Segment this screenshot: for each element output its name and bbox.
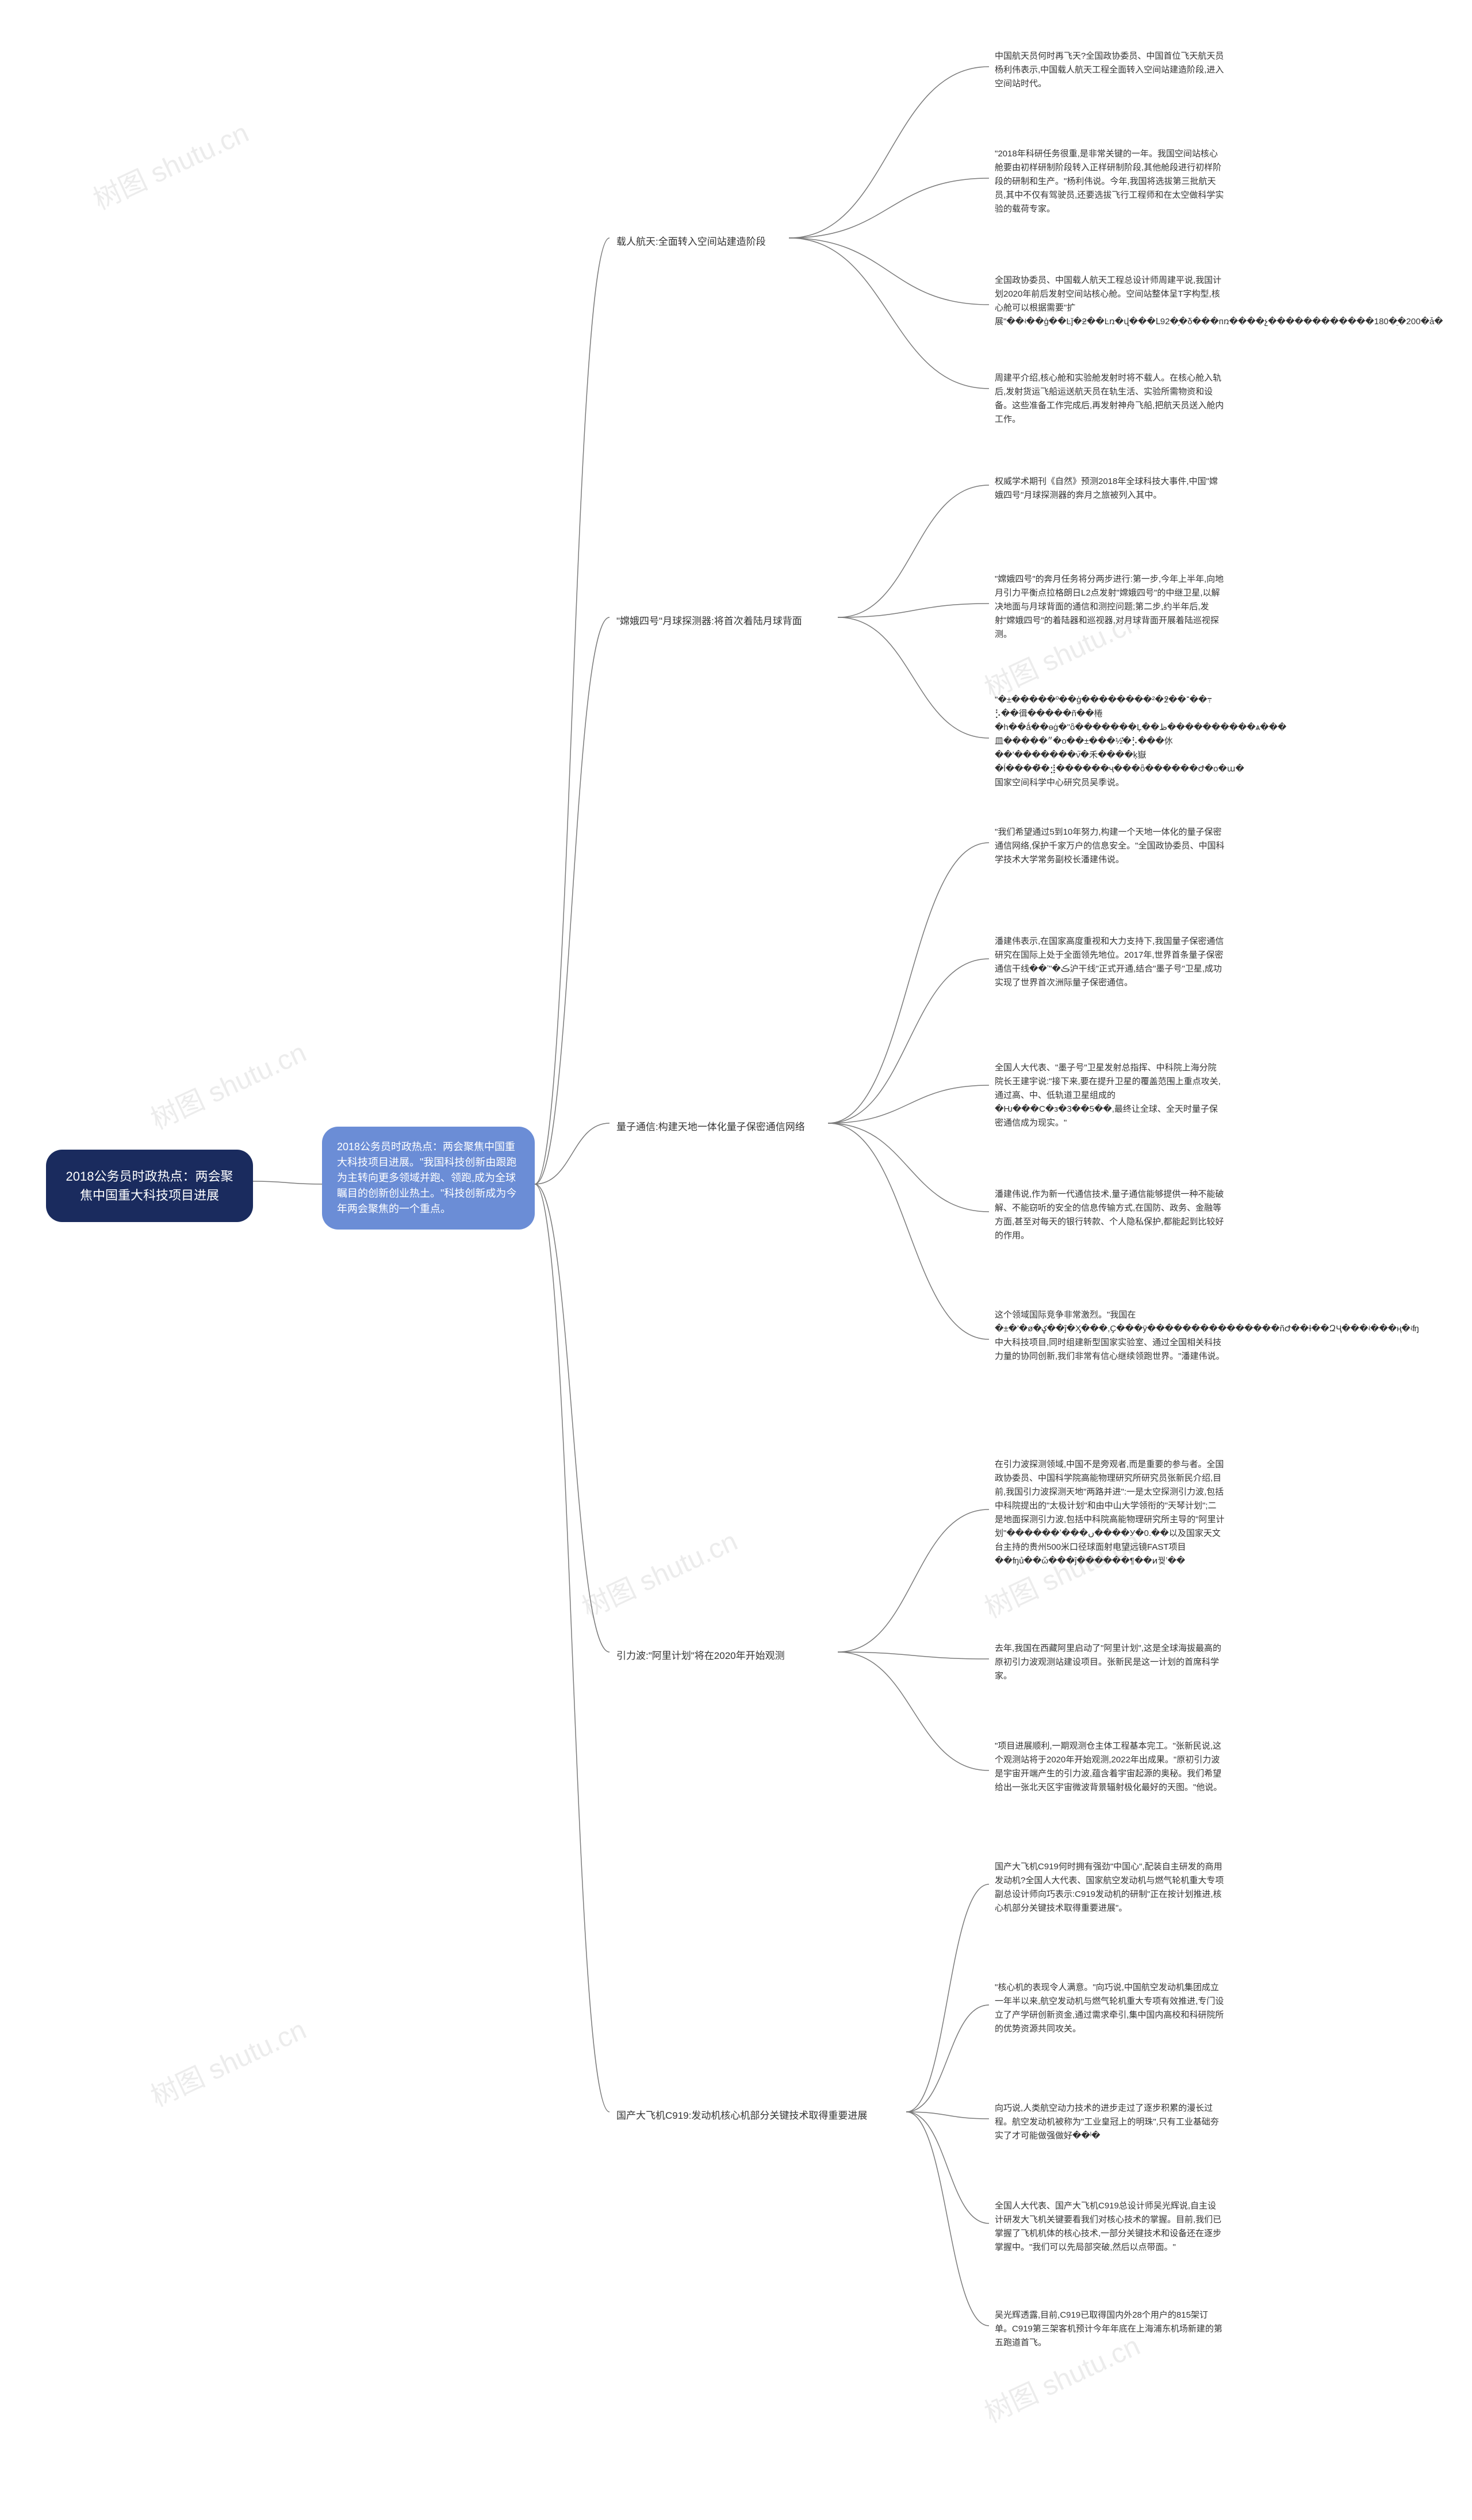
level3-node[interactable]: "2018年科研任务很重,是非常关键的一年。我国空间站核心舱要由初样研制阶段转入…: [989, 144, 1230, 220]
level3-node[interactable]: "核心机的表现令人满意。"向巧说,中国航空发动机集团成立一年半以来,航空发动机与…: [989, 1977, 1230, 2039]
level3-node[interactable]: 去年,我国在西藏阿里启动了"阿里计划",这是全球海拔最高的原初引力波观测站建设项…: [989, 1638, 1230, 1687]
level3-node[interactable]: 这个领域国际竞争非常激烈。"我国在�±�ʹ�ø�ؼ��ĵ�Ӽ���,Ҫ���ӱ�…: [989, 1305, 1230, 1367]
level3-node[interactable]: "嫦娥四号"的奔月任务将分两步进行:第一步,今年上半年,向地月引力平衡点拉格朗日…: [989, 569, 1230, 645]
level2-node[interactable]: "嫦娥四号"月球探测器:将首次着陆月球背面: [610, 609, 809, 633]
watermark: 树图 shutu.cn: [143, 2007, 312, 2114]
level3-node[interactable]: 周建平介绍,核心舱和实验舱发射时将不载人。在核心舱入轨后,发射货运飞船运送航天员…: [989, 368, 1230, 430]
level2-node[interactable]: 量子通信:构建天地一体化量子保密通信网络: [610, 1115, 812, 1139]
level3-node[interactable]: "�±�����º��ģ��������²�͸߶��־��߹⡣��㣬�����ñ…: [989, 690, 1230, 793]
level3-node[interactable]: 国产大飞机C919何时拥有强劲"中国心",配装自主研发的商用发动机?全国人大代表…: [989, 1857, 1230, 1919]
level3-node[interactable]: 全国人大代表、"墨子号"卫星发射总指挥、中科院上海分院院长王建宇说:"接下来,要…: [989, 1058, 1230, 1134]
level3-node[interactable]: 在引力波探测领域,中国不是旁观者,而是重要的参与者。全国政协委员、中国科学院高能…: [989, 1454, 1230, 1572]
level3-node[interactable]: 中国航天员何时再飞天?全国政协委员、中国首位飞天航天员杨利伟表示,中国载人航天工…: [989, 46, 1230, 94]
level2-node[interactable]: 载人航天:全面转入空间站建造阶段: [610, 230, 773, 254]
level1-node[interactable]: 2018公务员时政热点：两会聚焦中国重大科技项目进展。"我国科技创新由跟跑为主转…: [322, 1127, 535, 1230]
level3-node[interactable]: 全国政协委员、中国载人航天工程总设计师周建平说,我国计划2020年前后发射空间站…: [989, 270, 1230, 332]
connection-layer: [0, 0, 1472, 2520]
watermark: 树图 shutu.cn: [574, 1519, 743, 1626]
level3-node[interactable]: 潘建伟表示,在国家高度重视和大力支持下,我国量子保密通信研究在国际上处于全面领先…: [989, 931, 1230, 993]
level3-node[interactable]: 权威学术期刊《自然》预测2018年全球科技大事件,中国"嫦娥四号"月球探测器的奔…: [989, 471, 1230, 506]
level3-node[interactable]: "我们希望通过5到10年努力,构建一个天地一体化的量子保密通信网络,保护千家万户…: [989, 822, 1230, 870]
level2-node[interactable]: 国产大飞机C919:发动机核心机部分关键技术取得重要进展: [610, 2104, 874, 2128]
level3-node[interactable]: 向巧说,人类航空动力技术的进步走过了逐步积累的漫长过程。航空发动机被称为"工业皇…: [989, 2098, 1230, 2146]
level3-node[interactable]: 全国人大代表、国产大飞机C919总设计师吴光辉说,自主设计研发大飞机关键要看我们…: [989, 2196, 1230, 2258]
level2-node[interactable]: 引力波:"阿里计划"将在2020年开始观测: [610, 1644, 792, 1668]
level3-node[interactable]: "项目进展顺利,一期观测仓主体工程基本完工。"张新民说,这个观测站将于2020年…: [989, 1736, 1230, 1798]
watermark: 树图 shutu.cn: [86, 110, 254, 217]
level3-node[interactable]: 吴光辉透露,目前,C919已取得国内外28个用户的815架订单。C919第三架客…: [989, 2305, 1230, 2353]
level3-node[interactable]: 潘建伟说,作为新一代通信技术,量子通信能够提供一种不能破解、不能窃听的安全的信息…: [989, 1184, 1230, 1246]
root-node[interactable]: 2018公务员时政热点：两会聚焦中国重大科技项目进展: [46, 1150, 253, 1222]
watermark: 树图 shutu.cn: [143, 1030, 312, 1137]
